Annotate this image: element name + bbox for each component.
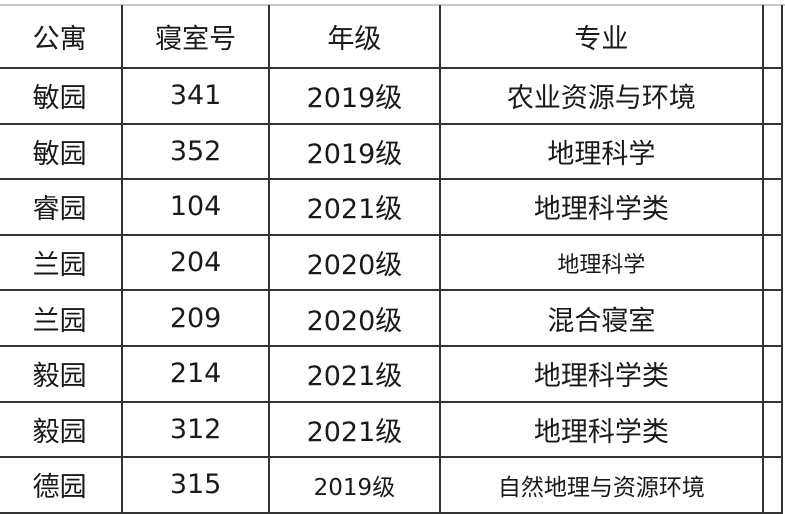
- table-header-row: 公寓 寝室号 年级 专业: [0, 5, 784, 69]
- extra-cell: [761, 289, 784, 347]
- extra-cell: [761, 344, 784, 403]
- extra-cell: [761, 233, 784, 292]
- cell-grade: 2019级: [267, 456, 441, 514]
- cell-major: 混合寝室: [438, 289, 764, 347]
- header-grade: 年级: [267, 5, 441, 69]
- cell-room: 341: [121, 67, 270, 125]
- cell-apartment: 毅园: [0, 344, 124, 403]
- table-row: 睿园 104 2021级 地理科学类: [0, 178, 784, 236]
- table-row: 兰园 204 2020级 地理科学: [0, 233, 784, 292]
- table-row: 毅园 312 2021级 地理科学类: [0, 400, 784, 459]
- extra-cell: [761, 67, 784, 125]
- cell-major: 地理科学: [438, 122, 764, 181]
- cell-apartment: 睿园: [0, 178, 124, 236]
- dorm-table: 公寓 寝室号 年级 专业 敏园 341 2019级 农业资源与环境 敏园 352 2019级…: [0, 5, 784, 514]
- cell-apartment: 德园: [0, 456, 124, 514]
- cell-major: 地理科学类: [438, 178, 764, 236]
- cell-major: 地理科学类: [438, 344, 764, 403]
- cell-room: 214: [121, 344, 270, 403]
- table-row: 敏园 352 2019级 地理科学: [0, 122, 784, 181]
- cell-major: 自然地理与资源环境: [438, 456, 764, 514]
- cell-room: 204: [121, 233, 270, 292]
- cell-apartment: 敏园: [0, 67, 124, 125]
- cell-room: 315: [121, 456, 270, 514]
- cell-major: 地理科学类: [438, 400, 764, 459]
- table-row: 毅园 214 2021级 地理科学类: [0, 344, 784, 403]
- cell-room: 104: [121, 178, 270, 236]
- extra-cell: [761, 178, 784, 236]
- cell-room: 352: [121, 122, 270, 181]
- cell-room: 209: [121, 289, 270, 347]
- cell-room: 312: [121, 400, 270, 459]
- table-row: 兰园 209 2020级 混合寝室: [0, 289, 784, 347]
- cell-grade: 2021级: [267, 400, 441, 459]
- cell-grade: 2021级: [267, 344, 441, 403]
- cell-apartment: 兰园: [0, 233, 124, 292]
- cell-grade: 2020级: [267, 289, 441, 347]
- table-row: 德园 315 2019级 自然地理与资源环境: [0, 456, 784, 514]
- cell-apartment: 兰园: [0, 289, 124, 347]
- cell-grade: 2021级: [267, 178, 441, 236]
- cell-major: 农业资源与环境: [438, 67, 764, 125]
- cell-grade: 2019级: [267, 122, 441, 181]
- cell-grade: 2020级: [267, 233, 441, 292]
- header-room: 寝室号: [121, 5, 270, 69]
- cell-apartment: 毅园: [0, 400, 124, 459]
- header-major: 专业: [438, 5, 764, 69]
- extra-cell: [761, 456, 784, 514]
- cell-major: 地理科学: [438, 233, 764, 292]
- extra-cell: [761, 400, 784, 459]
- extra-cell: [761, 5, 784, 69]
- extra-cell: [761, 122, 784, 181]
- table-row: 敏园 341 2019级 农业资源与环境: [0, 67, 784, 125]
- header-apartment: 公寓: [0, 5, 124, 69]
- cell-apartment: 敏园: [0, 122, 124, 181]
- cell-grade: 2019级: [267, 67, 441, 125]
